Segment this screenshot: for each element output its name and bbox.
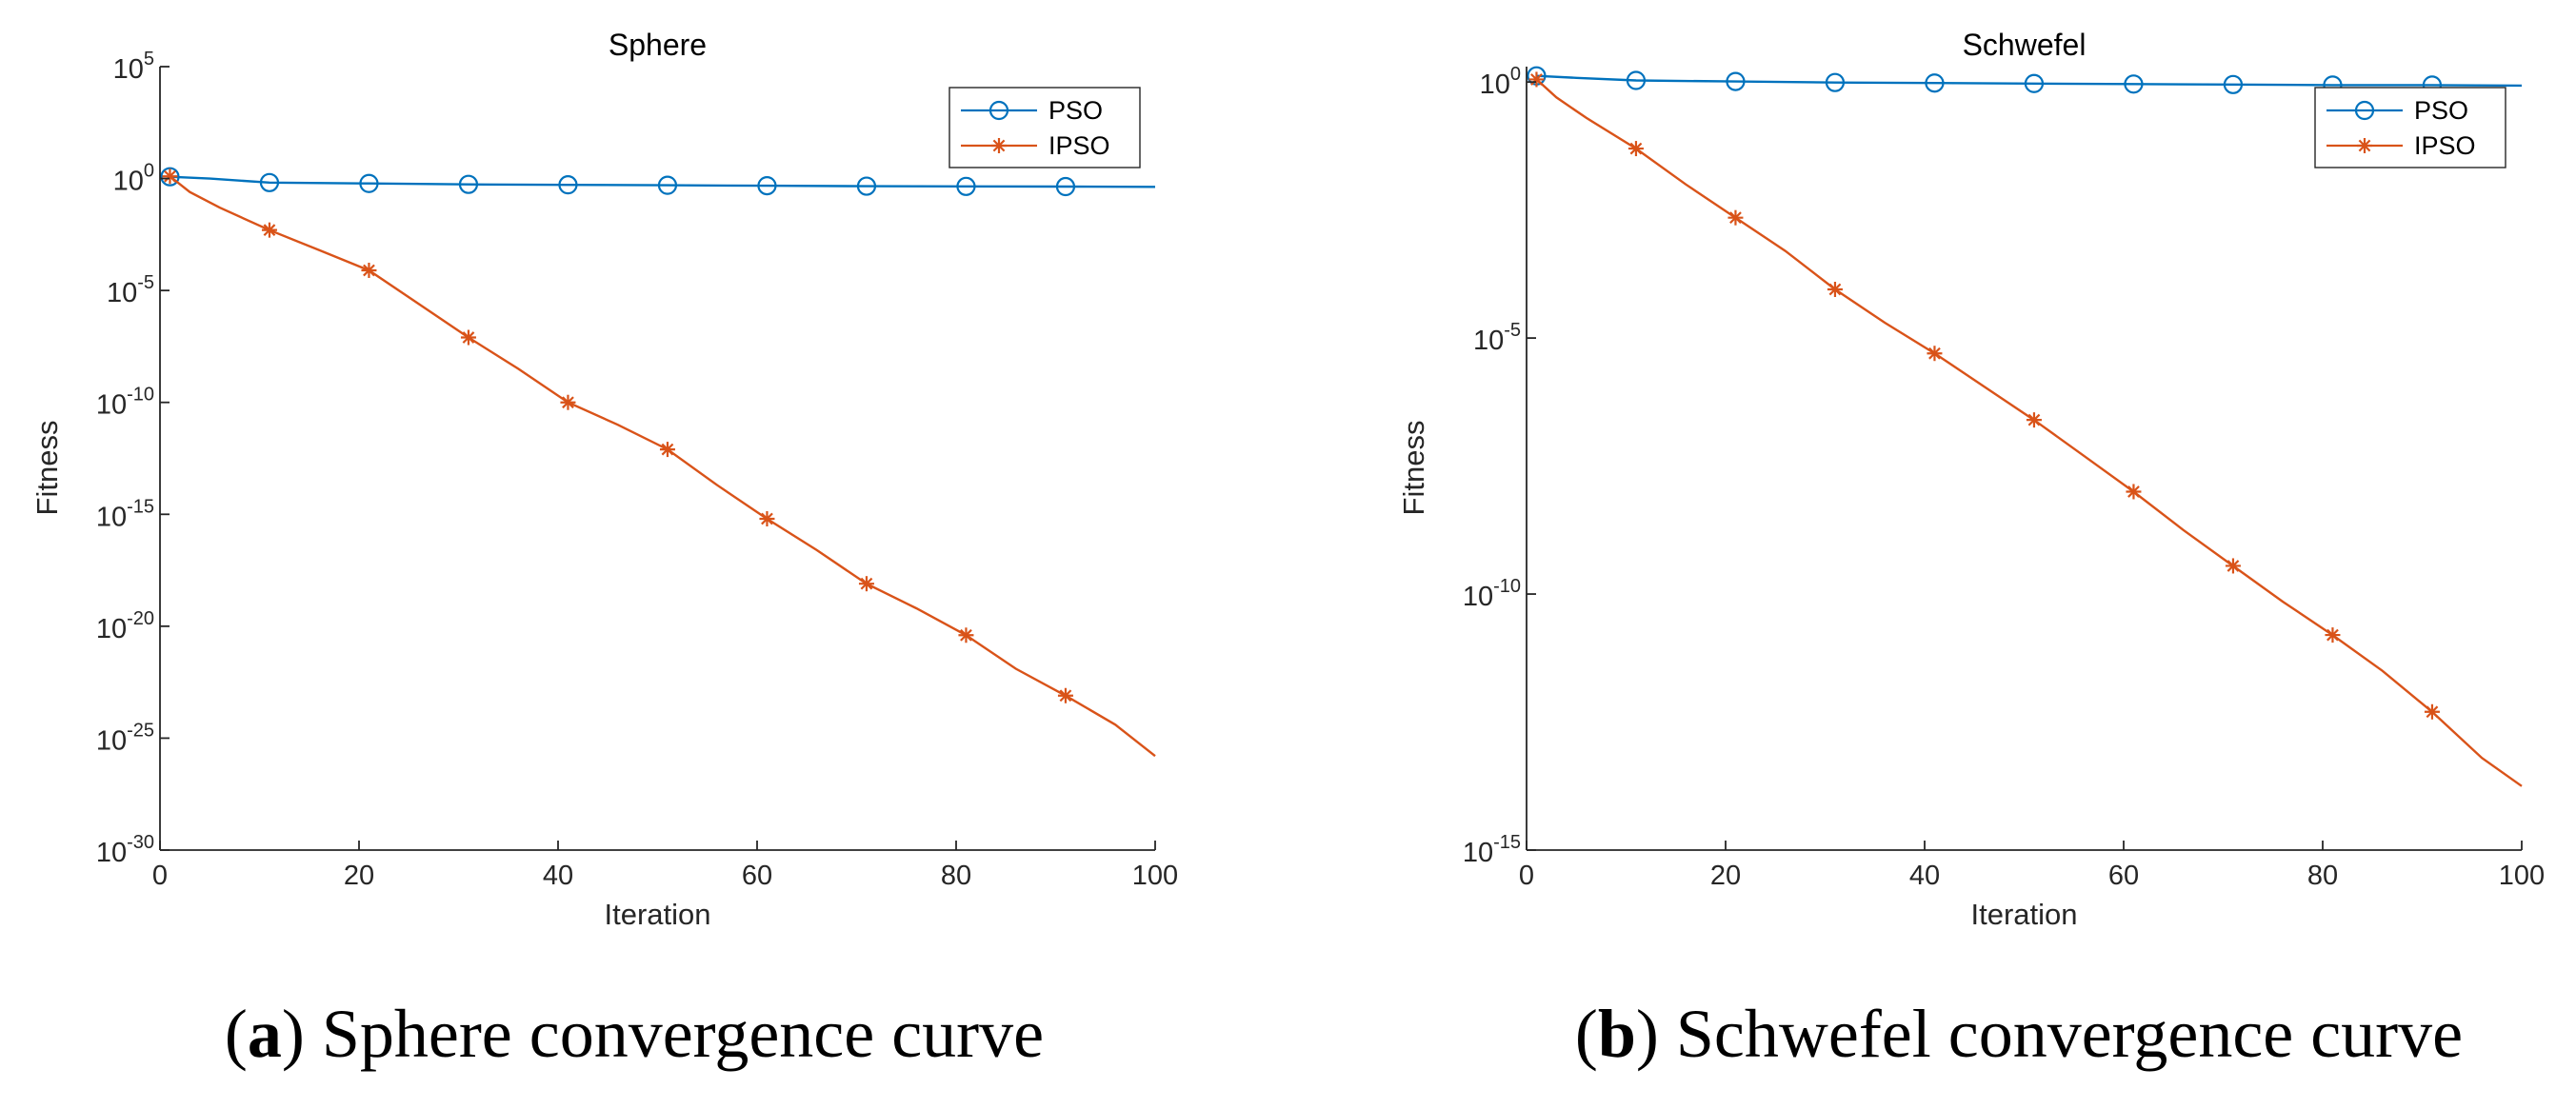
y-tick-label: 100 (113, 161, 154, 197)
legend-label-ipso: IPSO (2414, 131, 2476, 160)
series-line-ipso (169, 175, 1156, 758)
data-point-pso (1626, 70, 1647, 90)
caption-letter: b (1598, 996, 1636, 1072)
data-point-pso (1925, 73, 1945, 93)
y-tick-label: 100 (1480, 64, 1521, 100)
data-point-ipso (261, 222, 277, 238)
data-point-ipso (759, 510, 775, 526)
y-tick-label: 10-10 (1463, 576, 1521, 612)
legend-label-ipso: IPSO (1048, 131, 1110, 160)
series-group (160, 167, 1156, 758)
axes: 0 20 40 60 80 100 10-15 10-10 10-5 100 (1463, 64, 2545, 891)
data-point-ipso (1627, 141, 1644, 157)
data-point-ipso (2126, 484, 2142, 500)
data-point-ipso (460, 329, 476, 346)
series-line-pso (1536, 74, 2523, 88)
x-tick-label: 100 (1132, 861, 1178, 891)
x-axis-label: Iteration (1970, 898, 2077, 931)
y-tick-label: 10-25 (96, 720, 154, 756)
data-point-pso (2024, 73, 2045, 93)
data-point-ipso (958, 627, 974, 644)
caption-text: Sphere convergence curve (322, 996, 1044, 1072)
data-point-ipso (1057, 687, 1073, 703)
data-point-ipso (361, 262, 377, 278)
caption-text: Schwefel convergence curve (1676, 996, 2463, 1072)
data-point-ipso (560, 394, 576, 410)
y-axis-label: Fitness (1397, 421, 1430, 516)
y-tick-label: 105 (113, 49, 154, 85)
data-point-ipso (2026, 412, 2042, 428)
data-point-pso (1825, 72, 1846, 92)
panel-caption: (b) Schwefel convergence curve (1575, 996, 2463, 1072)
chart-title: Schwefel (1963, 28, 2087, 62)
x-tick-label: 40 (1909, 861, 1940, 891)
x-tick-label: 60 (2108, 861, 2139, 891)
legend-label-pso: PSO (2414, 96, 2468, 125)
legend-label-pso: PSO (1048, 96, 1103, 125)
legend-marker-pso (988, 100, 1009, 121)
y-tick-label: 10-15 (96, 496, 154, 532)
series-line-pso (170, 175, 1156, 188)
legend-marker-ipso (991, 138, 1007, 153)
x-tick-label: 100 (2499, 861, 2545, 891)
data-point-ipso (2424, 703, 2440, 720)
data-point-pso (458, 174, 479, 194)
legend-box (2314, 87, 2506, 168)
y-tick-label: 10-10 (96, 385, 154, 421)
y-tick-label: 10-15 (1463, 832, 1521, 868)
x-tick-label: 0 (1519, 861, 1534, 891)
legend: PSO IPSO (949, 87, 1141, 168)
y-axis-label: Fitness (30, 421, 64, 516)
legend-marker-pso (2354, 100, 2375, 121)
data-point-pso (160, 167, 180, 187)
panel-caption: (a) Sphere convergence curve (225, 996, 1044, 1072)
axes: 0 20 40 60 80 100 10-30 10-25 10-20 10-15 10-10 10-… (96, 49, 1178, 891)
chart-title: Sphere (609, 28, 707, 62)
x-tick-label: 60 (742, 861, 772, 891)
plot-area (160, 67, 1155, 850)
panel-b-chart: Schwefel 0 20 40 60 80 100 10-15 10-10 10-5 100 I… (1397, 28, 2545, 1072)
data-point-pso (856, 176, 877, 196)
data-point-ipso (1528, 71, 1545, 88)
x-tick-label: 80 (941, 861, 971, 891)
panel-a-chart: Sphere 0 20 40 60 80 100 10-30 10-25 10-20 10-15 1… (30, 28, 1178, 1072)
data-point-ipso (1927, 346, 1943, 362)
data-point-pso (558, 175, 578, 195)
y-tick-label: 10-30 (96, 832, 154, 868)
data-point-ipso (2225, 558, 2241, 574)
series-group (1527, 66, 2523, 787)
data-point-ipso (858, 576, 874, 592)
data-point-pso (359, 173, 379, 193)
legend: PSO IPSO (2314, 87, 2506, 168)
y-tick-label: 10-20 (96, 608, 154, 644)
data-point-pso (2223, 74, 2244, 94)
legend-marker-ipso (2357, 138, 2372, 153)
x-axis-label: Iteration (604, 898, 710, 931)
y-tick-label: 10-5 (1473, 320, 1521, 356)
caption-letter: a (248, 996, 282, 1072)
x-tick-label: 40 (543, 861, 573, 891)
y-tick-label: 10-5 (107, 272, 154, 308)
data-point-ipso (2325, 627, 2341, 644)
data-point-pso (2124, 74, 2144, 94)
data-point-ipso (1827, 281, 1843, 297)
x-tick-label: 80 (2307, 861, 2338, 891)
data-point-ipso (1727, 209, 1744, 226)
data-point-pso (259, 172, 280, 192)
data-point-pso (757, 175, 777, 196)
data-point-pso (1055, 176, 1076, 197)
data-point-pso (657, 175, 678, 195)
data-point-pso (1726, 71, 1746, 91)
series-line-ipso (1535, 78, 2523, 787)
data-point-pso (956, 176, 976, 196)
x-tick-label: 20 (1710, 861, 1741, 891)
data-point-ipso (162, 168, 178, 185)
legend-box (949, 87, 1141, 168)
x-tick-label: 0 (152, 861, 168, 891)
data-point-ipso (659, 442, 675, 458)
plot-area (1527, 67, 2522, 850)
x-tick-label: 20 (344, 861, 374, 891)
